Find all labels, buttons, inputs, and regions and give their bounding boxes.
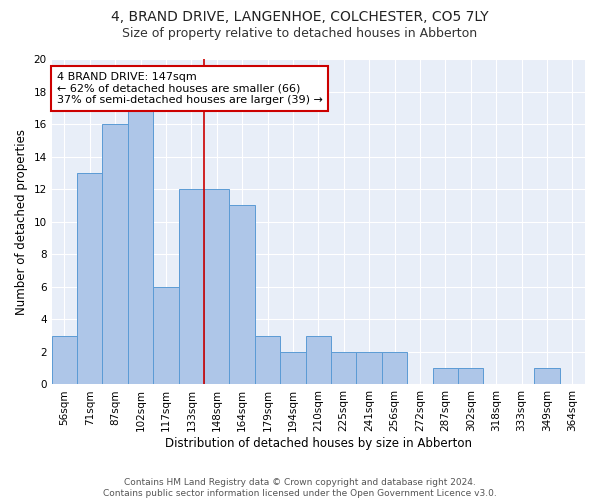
- Bar: [153, 287, 179, 384]
- Bar: [255, 336, 280, 384]
- Bar: [356, 352, 382, 384]
- Y-axis label: Number of detached properties: Number of detached properties: [15, 128, 28, 314]
- Bar: [280, 352, 305, 384]
- Bar: [534, 368, 560, 384]
- Bar: [305, 336, 331, 384]
- Bar: [382, 352, 407, 384]
- Text: Contains HM Land Registry data © Crown copyright and database right 2024.
Contai: Contains HM Land Registry data © Crown c…: [103, 478, 497, 498]
- Bar: [433, 368, 458, 384]
- Bar: [128, 108, 153, 384]
- X-axis label: Distribution of detached houses by size in Abberton: Distribution of detached houses by size …: [165, 437, 472, 450]
- Bar: [77, 173, 103, 384]
- Bar: [458, 368, 484, 384]
- Text: 4, BRAND DRIVE, LANGENHOE, COLCHESTER, CO5 7LY: 4, BRAND DRIVE, LANGENHOE, COLCHESTER, C…: [111, 10, 489, 24]
- Bar: [204, 189, 229, 384]
- Bar: [103, 124, 128, 384]
- Bar: [179, 189, 204, 384]
- Bar: [52, 336, 77, 384]
- Text: Size of property relative to detached houses in Abberton: Size of property relative to detached ho…: [122, 28, 478, 40]
- Bar: [331, 352, 356, 384]
- Bar: [229, 206, 255, 384]
- Text: 4 BRAND DRIVE: 147sqm
← 62% of detached houses are smaller (66)
37% of semi-deta: 4 BRAND DRIVE: 147sqm ← 62% of detached …: [57, 72, 323, 105]
